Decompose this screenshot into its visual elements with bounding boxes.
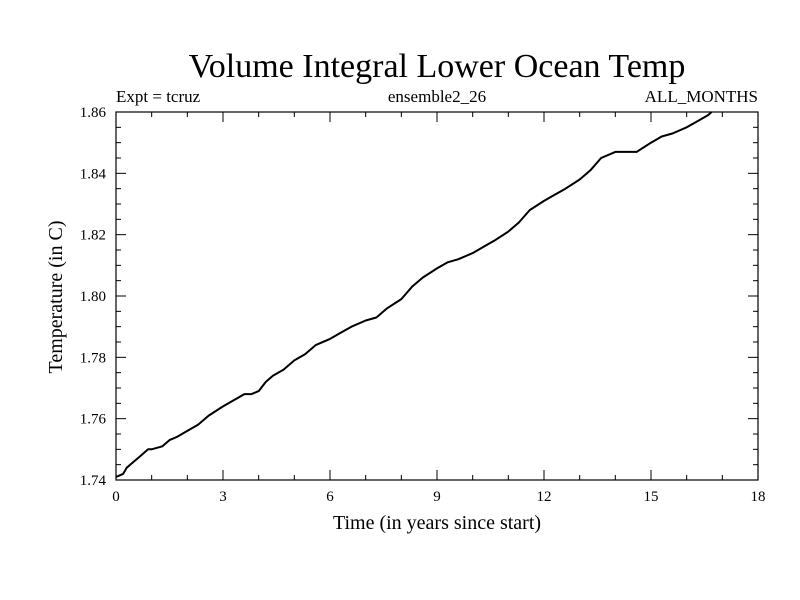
- x-axis-label: Time (in years since start): [333, 512, 541, 534]
- x-tick-label: 6: [326, 489, 334, 505]
- x-tick-label: 3: [219, 489, 227, 505]
- plot-frame: [115, 111, 759, 481]
- y-axis-label: Temperature (in C): [45, 221, 67, 374]
- plot-area: 0 3 6 9 12 15 18 1.74 1.76 1.78 1.80 1.82 1.84 1.86: [80, 105, 766, 505]
- y-tick-label: 1.76: [80, 412, 107, 428]
- series-line: [115, 111, 713, 478]
- x-tick-label: 0: [112, 489, 120, 505]
- x-tick-label: 12: [537, 489, 552, 505]
- x-tick-label: 15: [644, 489, 659, 505]
- y-tick-label: 1.74: [80, 473, 107, 489]
- y-tick-label: 1.86: [80, 105, 107, 121]
- subtitle-expt: Expt = tcruz: [116, 87, 201, 106]
- subtitle-months: ALL_MONTHS: [645, 87, 758, 106]
- chart-title: Volume Integral Lower Ocean Temp: [189, 48, 686, 85]
- y-tick-label: 1.84: [80, 166, 107, 182]
- y-tick-label: 1.82: [80, 228, 106, 244]
- subtitle-ensemble: ensemble2_26: [388, 87, 486, 106]
- x-tick-label: 9: [433, 489, 441, 505]
- y-tick-label: 1.80: [80, 289, 106, 305]
- y-tick-label: 1.78: [80, 350, 106, 366]
- x-tick-label: 18: [751, 489, 766, 505]
